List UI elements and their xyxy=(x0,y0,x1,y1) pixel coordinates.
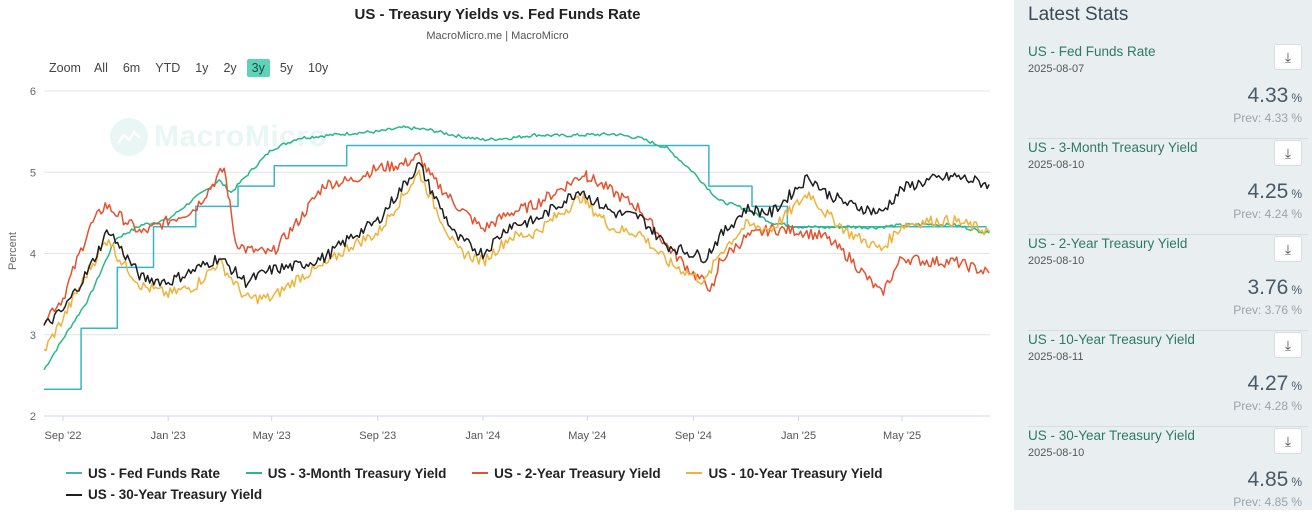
y-tick-label: 4 xyxy=(30,249,36,261)
download-icon[interactable]: ⤓ xyxy=(1274,428,1302,454)
stat-card-fed-funds: US - Fed Funds Rate 2025-08-07 ⤓ 4.33% P… xyxy=(1028,44,1308,140)
legend-swatch xyxy=(686,472,703,474)
y-tick-label: 6 xyxy=(30,86,36,98)
legend-swatch xyxy=(66,493,82,496)
y-tick-label: 5 xyxy=(30,167,36,179)
stat-name[interactable]: US - Fed Funds Rate xyxy=(1028,44,1156,59)
stat-value: 4.85 xyxy=(1247,468,1289,491)
series-line-us-3-month-treasury-yield xyxy=(43,125,990,371)
latest-stats-panel: Latest Stats US - Fed Funds Rate 2025-08… xyxy=(1014,0,1312,510)
legend-label: US - Fed Funds Rate xyxy=(88,465,221,481)
macromicro-logo-icon xyxy=(110,118,148,156)
stat-unit: % xyxy=(1291,379,1302,393)
zoom-button-ytd[interactable]: YTD xyxy=(155,61,181,75)
stat-date: 2025-08-10 xyxy=(1028,255,1085,267)
legend-item-3-month[interactable]: US - 3-Month Treasury Yield xyxy=(245,463,447,484)
stat-prev: Prev: 3.76 % xyxy=(1233,303,1302,317)
x-tick-label: Jan '25 xyxy=(781,430,816,442)
legend-item-10-year[interactable]: US - 10-Year Treasury Yield xyxy=(686,463,883,484)
stat-unit: % xyxy=(1291,475,1302,489)
download-icon[interactable]: ⤓ xyxy=(1274,140,1302,166)
x-tick-label: Sep '23 xyxy=(359,430,396,442)
stat-prev: Prev: 4.33 % xyxy=(1233,111,1302,125)
divider xyxy=(1028,234,1308,235)
download-icon[interactable]: ⤓ xyxy=(1274,236,1302,262)
x-tick-label: May '24 xyxy=(568,430,606,442)
stat-name[interactable]: US - 10-Year Treasury Yield xyxy=(1028,332,1195,347)
watermark-text: MacroMicro xyxy=(154,120,328,153)
legend-item-30-year[interactable]: US - 30-Year Treasury Yield xyxy=(66,484,262,505)
divider xyxy=(1028,426,1308,427)
stat-card-10-year: US - 10-Year Treasury Yield 2025-08-11 ⤓… xyxy=(1028,332,1308,428)
zoom-button-10y[interactable]: 10y xyxy=(308,61,329,75)
stat-card-2-year: US - 2-Year Treasury Yield 2025-08-10 ⤓ … xyxy=(1028,236,1308,332)
x-tick-label: May '23 xyxy=(253,430,291,442)
legend-label: US - 10-Year Treasury Yield xyxy=(708,465,883,481)
divider xyxy=(1028,138,1308,139)
zoom-button-3y[interactable]: 3y xyxy=(246,59,270,77)
series-line-us-30-year-treasury-yield xyxy=(43,161,990,326)
legend-label: US - 30-Year Treasury Yield xyxy=(88,487,263,502)
legend-item-2-year[interactable]: US - 2-Year Treasury Yield xyxy=(472,463,661,484)
stat-name[interactable]: US - 3-Month Treasury Yield xyxy=(1028,140,1198,155)
stat-value: 4.33 xyxy=(1247,84,1289,107)
legend-swatch xyxy=(66,472,82,474)
legend: US - Fed Funds Rate US - 3-Month Treasur… xyxy=(66,462,996,505)
zoom-bar: Zoom All 6m YTD 1y 2y 3y 5y 10y xyxy=(49,59,338,77)
stat-name[interactable]: US - 30-Year Treasury Yield xyxy=(1028,428,1195,443)
stat-prev: Prev: 4.85 % xyxy=(1233,495,1302,509)
stats-title: Latest Stats xyxy=(1028,4,1129,25)
stat-unit: % xyxy=(1291,91,1302,105)
legend-label: US - 2-Year Treasury Yield xyxy=(494,465,661,481)
stat-name[interactable]: US - 2-Year Treasury Yield xyxy=(1028,236,1188,251)
zoom-button-2y[interactable]: 2y xyxy=(223,61,237,75)
x-tick-label: Sep '22 xyxy=(44,430,81,442)
stat-value: 3.76 xyxy=(1247,276,1289,299)
stat-date: 2025-08-07 xyxy=(1028,63,1085,75)
stat-value: 4.27 xyxy=(1247,372,1289,395)
stat-date: 2025-08-10 xyxy=(1028,159,1085,171)
stat-date: 2025-08-10 xyxy=(1028,447,1085,459)
download-icon[interactable]: ⤓ xyxy=(1274,332,1302,358)
chart-title: US - Treasury Yields vs. Fed Funds Rate xyxy=(354,6,641,23)
legend-label: US - 3-Month Treasury Yield xyxy=(267,465,447,481)
download-icon[interactable]: ⤓ xyxy=(1274,44,1302,70)
stat-unit: % xyxy=(1291,187,1302,201)
zoom-button-5y[interactable]: 5y xyxy=(279,61,294,75)
x-tick-label: Sep '24 xyxy=(675,430,712,442)
series-line-us-10-year-treasury-yield xyxy=(43,169,991,352)
watermark-logo: MacroMicro xyxy=(110,118,327,156)
chart-area: US - Treasury Yields vs. Fed Funds Rate … xyxy=(7,6,996,505)
legend-swatch xyxy=(472,472,489,474)
chart-plot: 2 3 4 5 6 Sep '22 Jan '23 May '23 Sep '23 Jan '24… xyxy=(30,86,991,442)
stat-card-3-month: US - 3-Month Treasury Yield 2025-08-10 ⤓… xyxy=(1028,140,1308,236)
zoom-button-6m[interactable]: 6m xyxy=(122,61,141,75)
stat-date: 2025-08-11 xyxy=(1028,351,1084,363)
series-line-us-2-year-treasury-yield xyxy=(43,151,990,325)
x-tick-label: Jan '24 xyxy=(465,430,500,442)
y-tick-label: 3 xyxy=(30,330,36,342)
series-line-us-fed-funds-rate xyxy=(44,144,987,390)
stat-prev: Prev: 4.28 % xyxy=(1233,399,1302,413)
stat-unit: % xyxy=(1291,283,1302,297)
zoom-button-1y[interactable]: 1y xyxy=(195,61,209,75)
legend-swatch xyxy=(245,472,262,474)
divider xyxy=(1028,330,1308,331)
stat-value: 4.25 xyxy=(1247,180,1289,203)
zoom-label: Zoom xyxy=(49,61,81,75)
y-tick-label: 2 xyxy=(30,411,36,423)
legend-item-fed-funds[interactable]: US - Fed Funds Rate xyxy=(66,463,220,484)
chart-subtitle: MacroMicro.me | MacroMicro xyxy=(426,30,569,42)
stat-prev: Prev: 4.24 % xyxy=(1233,207,1302,221)
zoom-button-all[interactable]: All xyxy=(93,61,108,75)
x-tick-label: Jan '23 xyxy=(151,430,186,442)
stat-card-30-year: US - 30-Year Treasury Yield 2025-08-10 ⤓… xyxy=(1028,428,1308,524)
x-tick-label: May '25 xyxy=(883,430,921,442)
